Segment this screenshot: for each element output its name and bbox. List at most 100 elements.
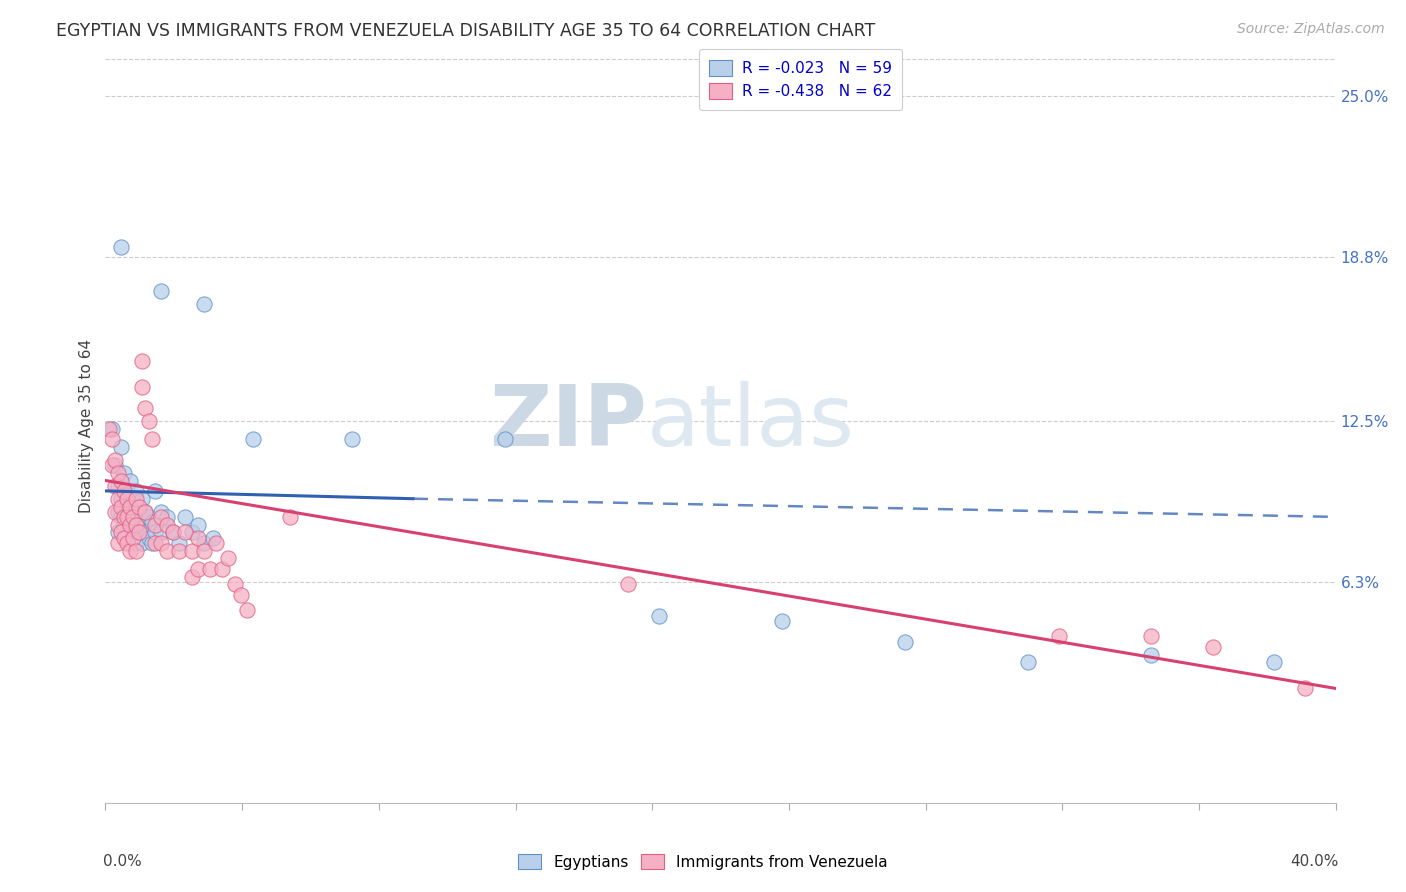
Point <box>138 414 160 428</box>
Point <box>120 474 141 488</box>
Point <box>143 536 166 550</box>
Point <box>131 509 153 524</box>
Point <box>104 458 127 472</box>
Point <box>149 536 172 550</box>
Point <box>143 517 166 532</box>
Point <box>202 531 225 545</box>
Point <box>110 440 132 454</box>
Point <box>100 458 122 472</box>
Point <box>169 536 191 550</box>
Point <box>134 505 156 519</box>
Point <box>122 509 145 524</box>
Point <box>107 479 129 493</box>
Point <box>131 380 153 394</box>
Point <box>169 543 191 558</box>
Point <box>174 525 197 540</box>
Point <box>224 577 246 591</box>
Point <box>112 500 135 514</box>
Point <box>107 491 129 506</box>
Point <box>110 500 132 514</box>
Point <box>115 536 138 550</box>
Point <box>104 505 127 519</box>
Point <box>1263 656 1285 670</box>
Point <box>143 483 166 498</box>
Point <box>180 543 202 558</box>
Point <box>156 517 179 532</box>
Point <box>187 562 209 576</box>
Point <box>115 505 138 519</box>
Y-axis label: Disability Age 35 to 64: Disability Age 35 to 64 <box>79 339 94 513</box>
Point <box>122 491 145 506</box>
Point <box>107 517 129 532</box>
Point <box>112 509 135 524</box>
Point <box>1294 681 1316 696</box>
Point <box>112 466 135 480</box>
Point <box>115 509 138 524</box>
Point <box>648 608 671 623</box>
Point <box>211 562 233 576</box>
Point <box>180 525 202 540</box>
Point <box>107 505 129 519</box>
Point <box>120 515 141 529</box>
Point <box>180 570 202 584</box>
Point <box>162 525 184 540</box>
Point <box>112 517 135 532</box>
Point <box>1201 640 1223 654</box>
Point <box>143 525 166 540</box>
Point <box>122 509 145 524</box>
Legend: R = -0.023   N = 59, R = -0.438   N = 62: R = -0.023 N = 59, R = -0.438 N = 62 <box>699 49 903 110</box>
Point <box>193 297 215 311</box>
Point <box>1017 656 1039 670</box>
Point <box>134 525 156 540</box>
Point <box>115 491 138 506</box>
Point <box>229 588 252 602</box>
Point <box>134 505 156 519</box>
Point <box>131 536 153 550</box>
Point <box>149 525 172 540</box>
Text: Source: ZipAtlas.com: Source: ZipAtlas.com <box>1237 22 1385 37</box>
Point <box>125 536 148 550</box>
Point <box>174 509 197 524</box>
Point <box>115 525 138 540</box>
Point <box>107 466 129 480</box>
Point <box>110 239 132 253</box>
Point <box>156 509 179 524</box>
Point <box>218 551 240 566</box>
Point <box>125 517 148 532</box>
Point <box>205 536 228 550</box>
Point <box>110 509 132 524</box>
Point <box>141 432 163 446</box>
Point <box>131 491 153 506</box>
Point <box>193 536 215 550</box>
Text: EGYPTIAN VS IMMIGRANTS FROM VENEZUELA DISABILITY AGE 35 TO 64 CORRELATION CHART: EGYPTIAN VS IMMIGRANTS FROM VENEZUELA DI… <box>56 22 876 40</box>
Text: ZIP: ZIP <box>489 381 647 464</box>
Point <box>120 500 141 514</box>
Text: 0.0%: 0.0% <box>103 854 142 869</box>
Point <box>149 284 172 298</box>
Point <box>110 491 132 506</box>
Point <box>122 531 145 545</box>
Text: atlas: atlas <box>647 381 855 464</box>
Point <box>120 517 141 532</box>
Point <box>110 525 132 540</box>
Point <box>125 483 148 498</box>
Point <box>187 517 209 532</box>
Point <box>120 500 141 514</box>
Point <box>187 531 209 545</box>
Point <box>125 517 148 532</box>
Point <box>104 452 127 467</box>
Point <box>107 525 129 540</box>
Point <box>193 543 215 558</box>
Point <box>128 517 150 532</box>
Legend: Egyptians, Immigrants from Venezuela: Egyptians, Immigrants from Venezuela <box>510 846 896 877</box>
Point <box>278 509 301 524</box>
Point <box>97 421 120 435</box>
Point <box>894 634 917 648</box>
Point <box>494 432 516 446</box>
Point <box>149 505 172 519</box>
Point <box>138 531 160 545</box>
Point <box>115 483 138 498</box>
Point <box>104 479 127 493</box>
Point <box>242 432 264 446</box>
Point <box>340 432 363 446</box>
